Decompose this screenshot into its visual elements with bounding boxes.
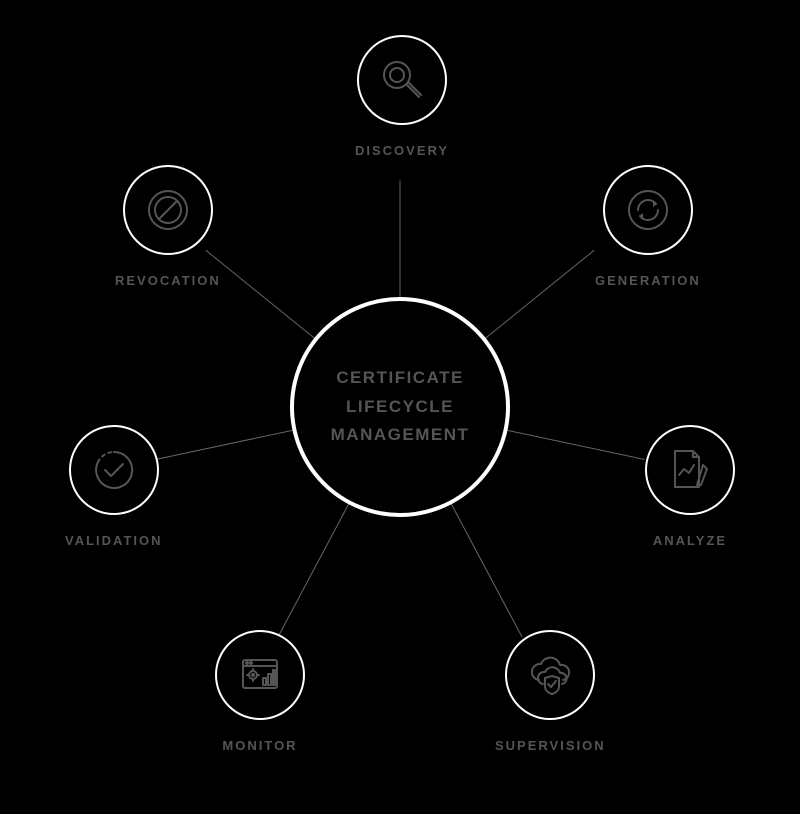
- doc-chart-pen-icon: [665, 445, 715, 495]
- cycle-icon: [623, 185, 673, 235]
- node-label-discovery: DISCOVERY: [355, 143, 449, 158]
- node-analyze: ANALYZE: [645, 425, 735, 548]
- dashboard-icon: [235, 650, 285, 700]
- node-label-monitor: MONITOR: [222, 738, 297, 753]
- node-revocation: REVOCATION: [115, 165, 221, 288]
- node-monitor: MONITOR: [215, 630, 305, 753]
- check-ring-icon: [89, 445, 139, 495]
- node-label-generation: GENERATION: [595, 273, 701, 288]
- node-circle-analyze: [645, 425, 735, 515]
- node-circle-supervision: [505, 630, 595, 720]
- node-label-supervision: SUPERVISION: [495, 738, 606, 753]
- node-validation: VALIDATION: [65, 425, 163, 548]
- node-circle-monitor: [215, 630, 305, 720]
- cloud-shield-icon: [525, 650, 575, 700]
- node-circle-validation: [69, 425, 159, 515]
- node-generation: GENERATION: [595, 165, 701, 288]
- center-title: CERTIFICATE LIFECYCLE MANAGEMENT: [331, 364, 470, 451]
- center-line1: CERTIFICATE: [336, 368, 464, 387]
- node-label-analyze: ANALYZE: [653, 533, 727, 548]
- radial-diagram: CERTIFICATE LIFECYCLE MANAGEMENT DISCOVE…: [0, 0, 800, 814]
- node-label-revocation: REVOCATION: [115, 273, 221, 288]
- node-circle-generation: [603, 165, 693, 255]
- node-supervision: SUPERVISION: [495, 630, 606, 753]
- no-entry-icon: [143, 185, 193, 235]
- center-line2: LIFECYCLE: [346, 397, 454, 416]
- node-label-validation: VALIDATION: [65, 533, 163, 548]
- node-discovery: DISCOVERY: [355, 35, 449, 158]
- center-line3: MANAGEMENT: [331, 425, 470, 444]
- center-node: CERTIFICATE LIFECYCLE MANAGEMENT: [290, 297, 510, 517]
- node-circle-revocation: [123, 165, 213, 255]
- magnifier-icon: [377, 55, 427, 105]
- node-circle-discovery: [357, 35, 447, 125]
